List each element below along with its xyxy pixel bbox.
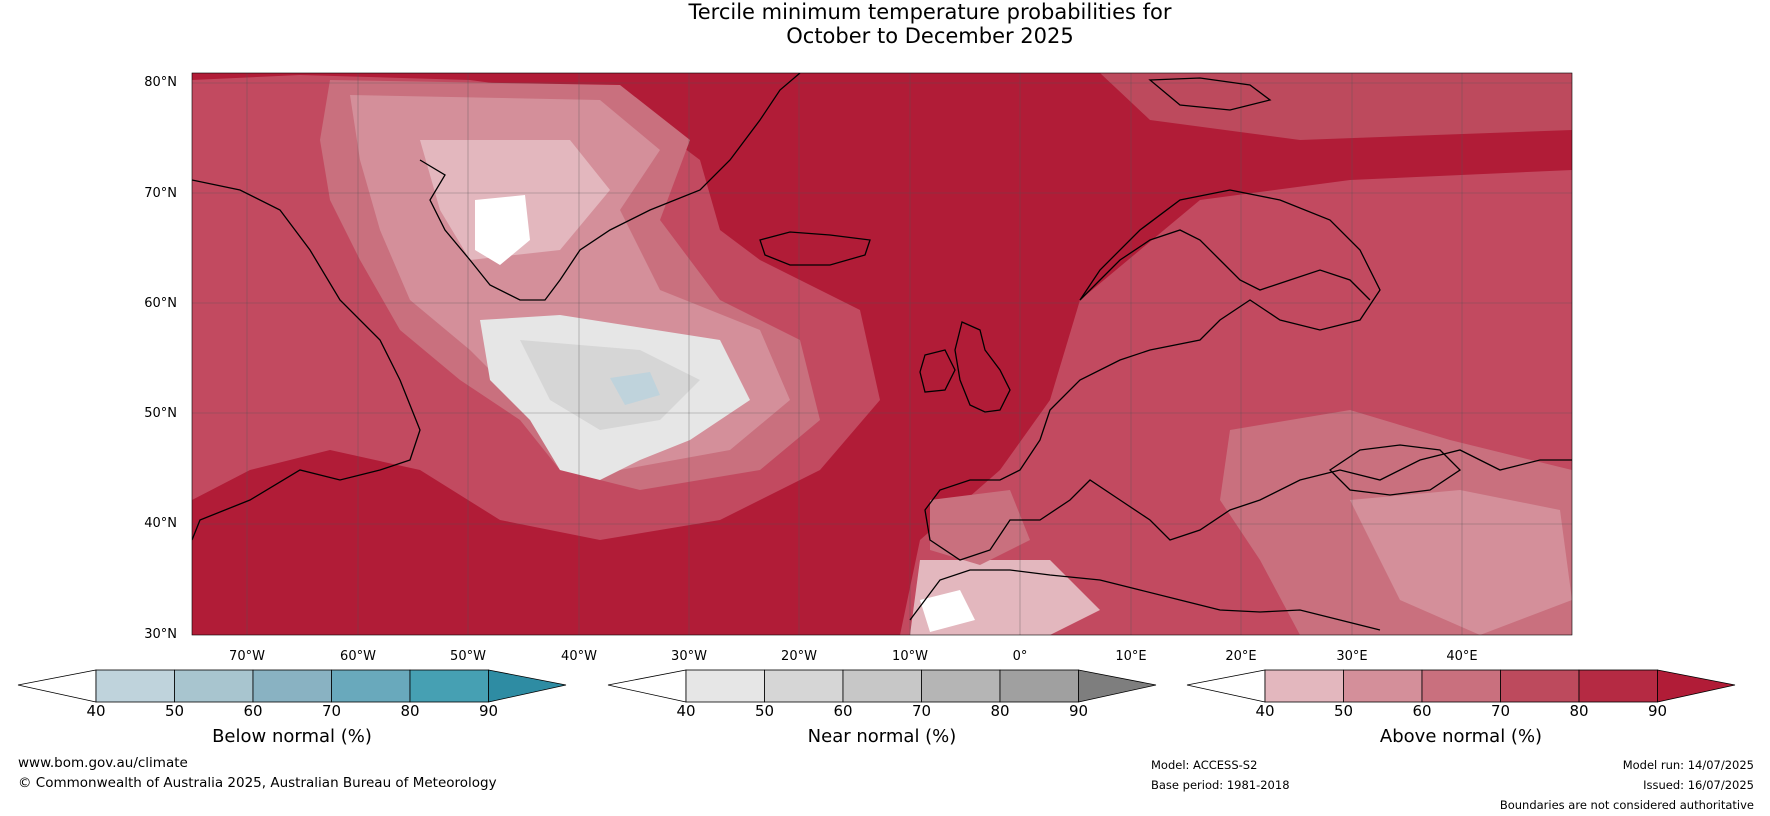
colorbar-near-tick: 60	[833, 702, 853, 720]
scandinavia-coast	[1079, 229, 1371, 301]
lon-label-70w: 70°W	[229, 649, 265, 664]
colorbar-above-tick: 80	[1569, 702, 1589, 720]
region-above-80-far-north	[1100, 73, 1572, 140]
footer-disclaimer: Boundaries are not considered authoritat…	[1499, 798, 1754, 812]
colorbar-near-tick: 90	[1068, 702, 1089, 720]
footer-model-run: Model run: 14/07/2025	[1622, 758, 1754, 772]
footer-website: www.bom.gov.au/climate	[18, 755, 188, 771]
lat-label-80n: 80°N	[144, 75, 177, 90]
lon-label-10w: 10°W	[892, 649, 928, 664]
probability-field	[192, 73, 1572, 635]
colorbar-below-tick: 80	[400, 702, 420, 720]
lon-label-60w: 60°W	[340, 649, 376, 664]
colorbar-below-50-60	[174, 669, 254, 703]
colorbar-near-tick: 40	[676, 702, 696, 720]
region-white-africa	[920, 590, 975, 632]
lon-label-40w: 40°W	[561, 649, 597, 664]
colorbar-below-tick: 90	[478, 702, 499, 720]
colorbar-near-tick: 80	[990, 702, 1010, 720]
lat-label-70n: 70°N	[144, 186, 177, 201]
svalbard-coast	[1148, 77, 1272, 111]
lon-label-50w: 50°W	[450, 649, 486, 664]
colorbar-above-tick: 50	[1333, 702, 1354, 720]
europe-coast	[924, 189, 1572, 561]
uk-coast	[954, 321, 1011, 413]
lon-label-10e: 10°E	[1115, 649, 1147, 664]
lon-label-0: 0°	[1012, 649, 1028, 664]
lon-label-20w: 20°W	[781, 649, 817, 664]
lon-label-30w: 30°W	[671, 649, 707, 664]
colorbar-below-70-80	[331, 669, 411, 703]
colorbar-near-tick: 50	[754, 702, 775, 720]
title-line-2: October to December 2025	[786, 24, 1074, 48]
colorbar-below-60-70	[252, 669, 332, 703]
lat-label-50n: 50°N	[144, 406, 177, 421]
colorbar-above-tick: 90	[1647, 702, 1668, 720]
canada-coast	[192, 179, 421, 541]
colorbar-near-high-extend	[1078, 669, 1157, 703]
region-below-normal-spot	[610, 372, 660, 405]
colorbar-below-tick: 60	[243, 702, 263, 720]
colorbar-near-40-50	[685, 669, 765, 703]
colorbar-near-tick: 70	[911, 702, 932, 720]
lon-label-40e: 40°E	[1446, 649, 1478, 664]
colorbar-below-tick: 40	[86, 702, 106, 720]
colorbar-above	[1186, 669, 1736, 703]
colorbar-near	[607, 669, 1157, 703]
region-near-normal-core	[520, 340, 700, 430]
colorbar-above-title: Above normal (%)	[1379, 726, 1543, 747]
colorbar-above-tick: 60	[1412, 702, 1432, 720]
lat-label-40n: 40°N	[144, 516, 177, 531]
ireland-coast	[919, 349, 956, 393]
region-white-greenland	[475, 195, 530, 265]
lon-label-30e: 30°E	[1336, 649, 1368, 664]
colorbar-above-60-70	[1421, 669, 1501, 703]
colorbar-above-low-extend	[1186, 669, 1266, 703]
colorbar-near-70-80	[921, 669, 1001, 703]
footer-issued: Issued: 16/07/2025	[1643, 778, 1754, 792]
colorbar-near-80-90	[999, 669, 1079, 703]
black-sea-coast	[1328, 444, 1462, 496]
colorbar-above-high-extend	[1657, 669, 1736, 703]
colorbar-near-60-70	[842, 669, 922, 703]
colorbar-below-title: Below normal (%)	[212, 726, 372, 747]
map-frame	[191, 72, 1573, 636]
colorbar-below-low-extend	[17, 669, 97, 703]
coastlines	[192, 73, 1572, 631]
colorbar-near-title: Near normal (%)	[807, 726, 957, 747]
greenland-coast	[419, 73, 801, 301]
colorbar-near-50-60	[764, 669, 844, 703]
footer-copyright: © Commonwealth of Australia 2025, Austra…	[18, 775, 497, 791]
colorbar-near-low-extend	[607, 669, 687, 703]
iceland-coast	[759, 231, 871, 266]
footer-base-period: Base period: 1981-2018	[1151, 778, 1290, 792]
colorbar-above-70-80	[1500, 669, 1580, 703]
north-africa-coast	[909, 569, 1381, 631]
region-above-50-mideast	[1350, 490, 1572, 635]
colorbar-below-tick: 70	[321, 702, 342, 720]
colorbar-below-40-50	[95, 669, 175, 703]
footer-model: Model: ACCESS-S2	[1151, 758, 1258, 772]
colorbar-below	[17, 669, 567, 703]
lat-label-30n: 30°N	[144, 627, 177, 642]
colorbar-below-high-extend	[488, 669, 567, 703]
lat-label-60n: 60°N	[144, 296, 177, 311]
title-line-1: Tercile minimum temperature probabilitie…	[688, 0, 1172, 24]
lon-label-20e: 20°E	[1225, 649, 1257, 664]
map-title: Tercile minimum temperature probabilitie…	[0, 0, 1770, 48]
colorbar-below-tick: 50	[164, 702, 185, 720]
colorbar-above-40-50	[1264, 669, 1344, 703]
colorbar-above-50-60	[1343, 669, 1423, 703]
graticule	[192, 73, 1572, 635]
colorbar-above-tick: 70	[1490, 702, 1511, 720]
colorbar-below-80-90	[409, 669, 489, 703]
colorbar-above-80-90	[1578, 669, 1658, 703]
region-above-60-iberia	[930, 490, 1030, 565]
colorbar-above-tick: 40	[1255, 702, 1275, 720]
